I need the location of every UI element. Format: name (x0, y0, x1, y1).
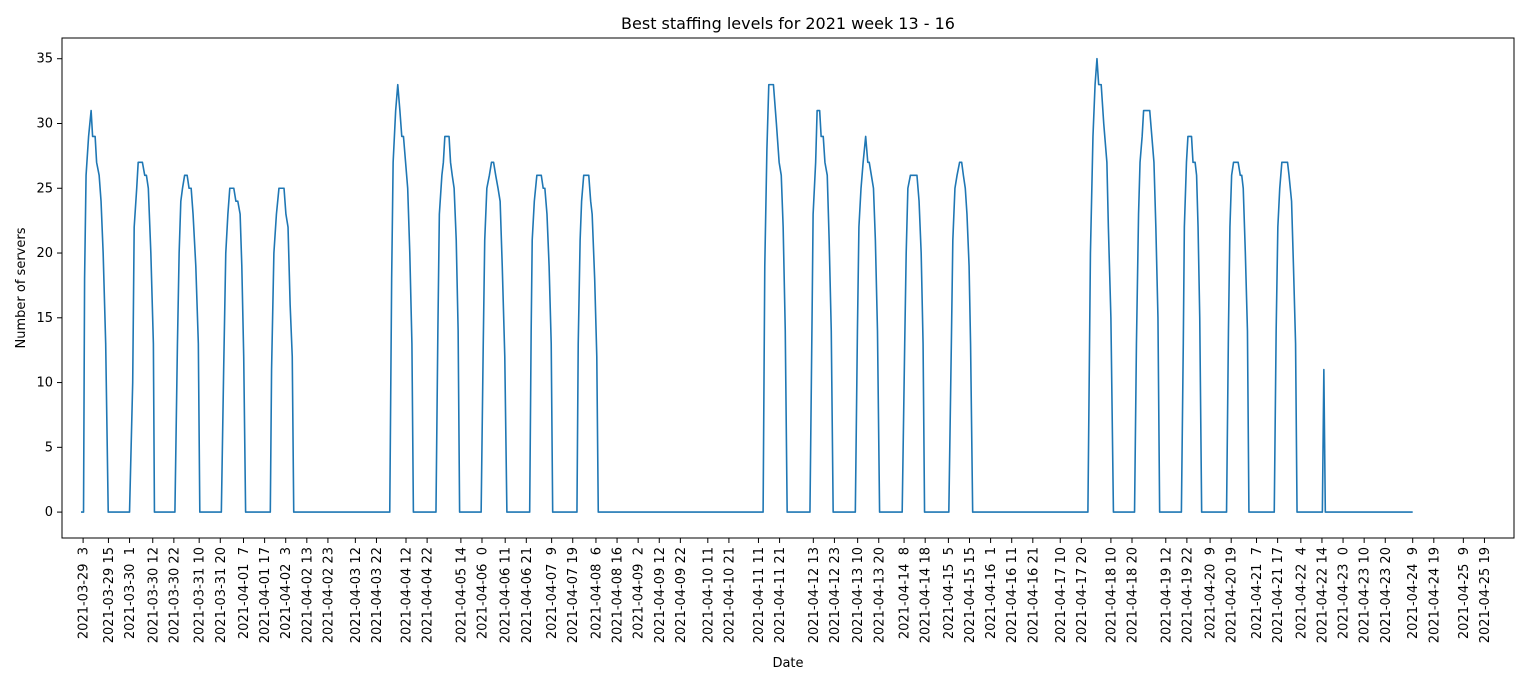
y-tick-label: 15 (36, 311, 53, 326)
x-tick-label: 2021-04-16 11 (1005, 547, 1020, 643)
series-layer (80, 57, 1413, 513)
x-tick-label: 2021-04-03 22 (370, 547, 385, 643)
x-tick-label: 2021-04-04 12 (400, 547, 415, 643)
y-tick-label: 20 (36, 246, 53, 261)
x-tick-label: 2021-04-25 19 (1478, 547, 1493, 643)
y-axis-label: Number of servers (14, 227, 29, 348)
x-tick-label: 2021-04-02 3 (279, 547, 294, 639)
x-tick-label: 2021-04-06 21 (520, 547, 535, 643)
y-tick-label: 30 (36, 116, 53, 131)
chart-title: Best staffing levels for 2021 week 13 - … (621, 14, 955, 33)
x-tick-label: 2021-03-29 15 (102, 547, 117, 643)
x-tick-label: 2021-04-05 14 (454, 547, 469, 643)
x-tick-label: 2021-04-17 10 (1054, 547, 1069, 643)
x-tick-label: 2021-04-08 6 (589, 547, 604, 639)
y-tick-label: 10 (36, 376, 53, 391)
x-tick-label: 2021-04-13 10 (851, 547, 866, 643)
x-tick-label: 2021-04-09 22 (674, 547, 689, 643)
y-tick-label: 35 (36, 52, 53, 67)
y-tick-label: 5 (45, 440, 53, 455)
x-tick-label: 2021-03-30 1 (123, 547, 138, 639)
x-tick-label: 2021-04-16 1 (984, 547, 999, 639)
x-tick-label: 2021-04-13 20 (872, 547, 887, 643)
x-tick-label: 2021-04-15 5 (942, 547, 957, 639)
x-tick-label: 2021-04-01 17 (258, 547, 273, 643)
x-tick-label: 2021-04-06 11 (499, 547, 514, 643)
x-tick-label: 2021-04-25 9 (1457, 547, 1472, 639)
x-tick-label: 2021-04-22 14 (1315, 547, 1330, 643)
x-tick-label: 2021-04-21 7 (1250, 547, 1265, 639)
x-tick-label: 2021-04-11 21 (773, 547, 788, 643)
y-tick-label: 25 (36, 181, 53, 196)
x-tick-label: 2021-04-19 22 (1180, 547, 1195, 643)
x-tick-label: 2021-03-29 3 (77, 547, 92, 639)
x-tick-label: 2021-04-14 18 (919, 547, 934, 643)
x-tick-label: 2021-04-18 20 (1126, 547, 1141, 643)
x-tick-label: 2021-04-15 15 (963, 547, 978, 643)
x-tick-label: 2021-04-12 13 (807, 547, 822, 643)
plot-area-frame (61, 37, 1515, 539)
x-tick-label: 2021-04-02 13 (300, 547, 315, 643)
y-tick-label: 0 (45, 505, 53, 520)
series-line (80, 57, 1413, 513)
x-tick-label: 2021-04-21 17 (1271, 547, 1286, 643)
x-tick-label: 2021-04-17 20 (1075, 547, 1090, 643)
x-tick-label: 2021-04-03 12 (349, 547, 364, 643)
x-tick-label: 2021-04-09 12 (653, 547, 668, 643)
x-tick-label: 2021-04-20 9 (1204, 547, 1219, 639)
x-tick-label: 2021-04-07 19 (566, 547, 581, 643)
x-axis: 2021-03-29 3 2021-03-29 15 2021-03-30 1 202… (77, 538, 1493, 643)
x-tick-label: 2021-04-10 11 (701, 547, 716, 643)
x-tick-label: 2021-04-08 16 (611, 547, 626, 643)
x-tick-label: 2021-04-10 21 (722, 547, 737, 643)
x-tick-label: 2021-03-30 22 (167, 547, 182, 643)
y-axis: 0 5 10 15 20 25 30 35 (36, 52, 62, 520)
x-tick-label: 2021-04-07 9 (545, 547, 560, 639)
x-tick-label: 2021-04-04 22 (421, 547, 436, 643)
x-tick-label: 2021-04-23 20 (1379, 547, 1394, 643)
x-tick-label: 2021-04-02 23 (321, 547, 336, 643)
x-tick-label: 2021-04-09 2 (632, 547, 647, 639)
x-tick-label: 2021-04-12 23 (828, 547, 843, 643)
x-tick-label: 2021-03-31 10 (193, 547, 208, 643)
x-axis-label: Date (772, 656, 803, 671)
x-tick-label: 2021-04-14 8 (898, 547, 913, 639)
x-tick-label: 2021-04-24 19 (1427, 547, 1442, 643)
x-tick-label: 2021-04-22 4 (1294, 547, 1309, 639)
x-tick-label: 2021-03-30 12 (146, 547, 161, 643)
x-tick-label: 2021-04-18 10 (1104, 547, 1119, 643)
x-tick-label: 2021-03-31 20 (214, 547, 229, 643)
x-tick-label: 2021-04-23 0 (1337, 547, 1352, 639)
x-tick-label: 2021-04-20 19 (1225, 547, 1240, 643)
x-tick-label: 2021-04-23 10 (1358, 547, 1373, 643)
x-tick-label: 2021-04-06 0 (475, 547, 490, 639)
x-tick-label: 2021-04-16 21 (1026, 547, 1041, 643)
x-tick-label: 2021-04-01 7 (237, 547, 252, 639)
x-tick-label: 2021-04-24 9 (1406, 547, 1421, 639)
x-tick-label: 2021-04-19 12 (1159, 547, 1174, 643)
x-tick-label: 2021-04-11 11 (752, 547, 767, 643)
